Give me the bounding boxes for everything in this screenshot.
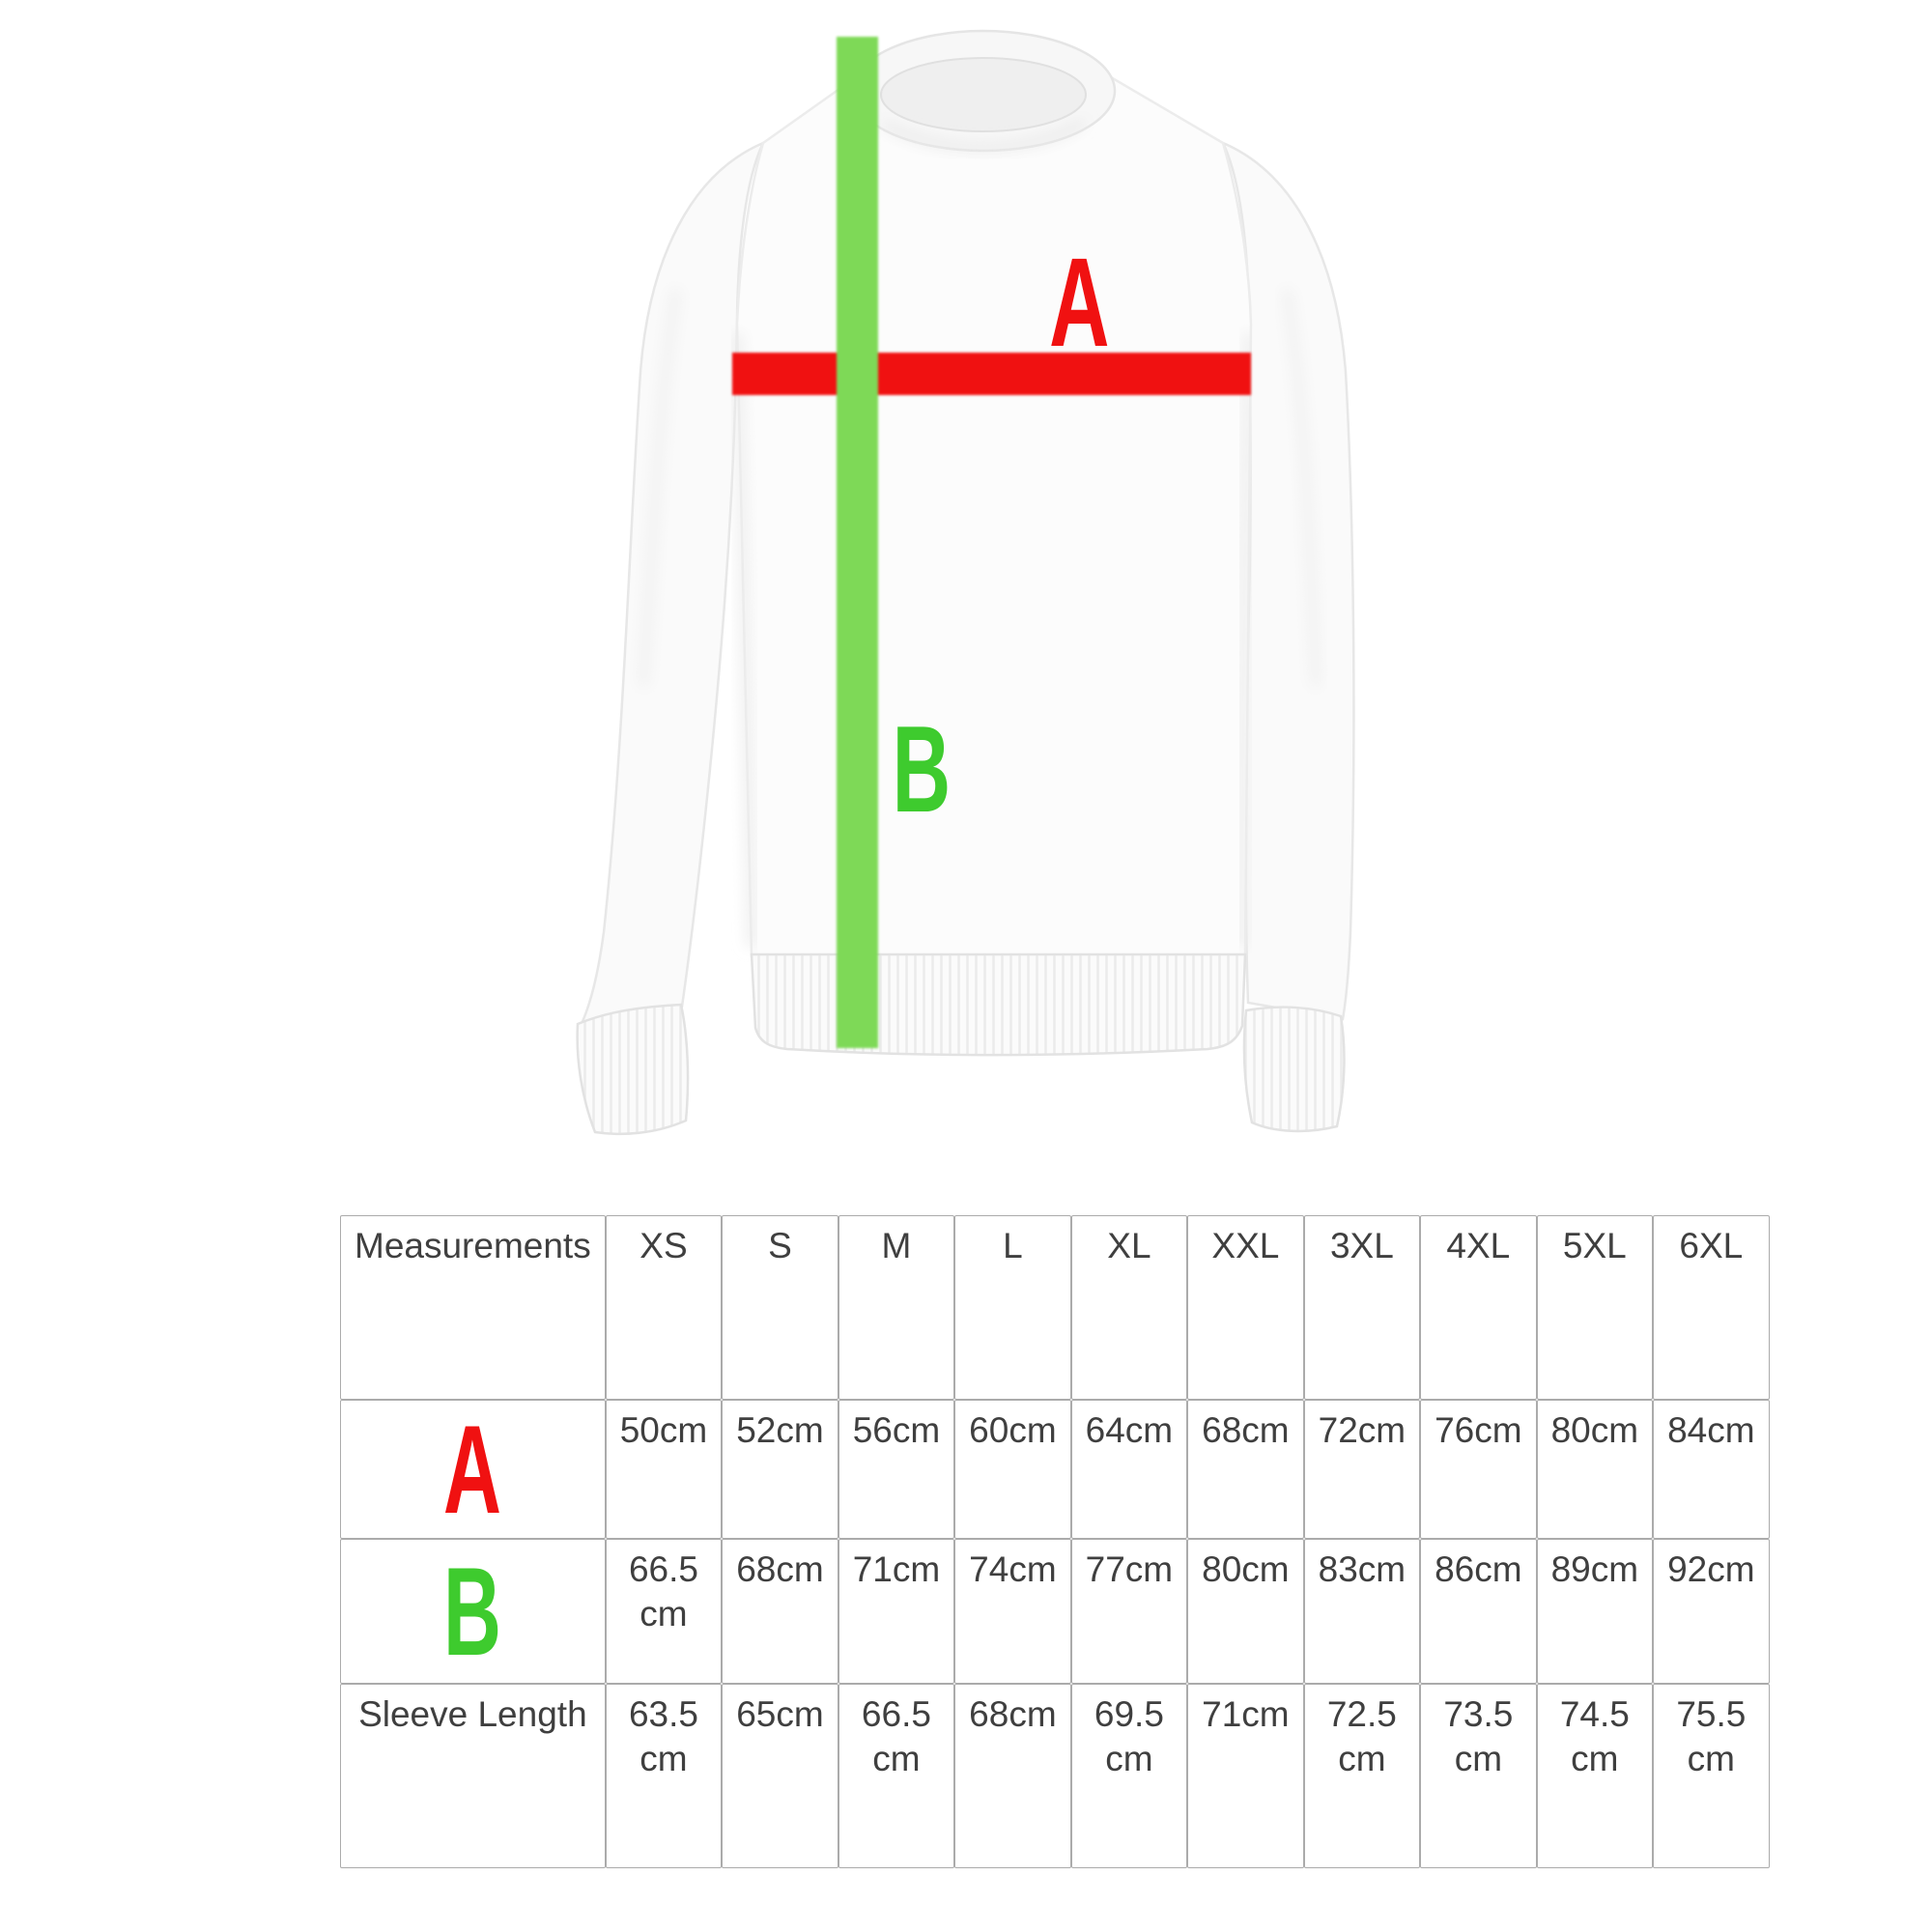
size-chart-cell: 69.5 cm	[1070, 1684, 1188, 1868]
size-chart-cell: 84cm	[1653, 1400, 1770, 1539]
collar-inner	[880, 57, 1087, 132]
size-chart-cell: 71cm	[838, 1539, 955, 1684]
size-chart-cell: 63.5 cm	[605, 1684, 723, 1868]
size-chart-cell: 66.5 cm	[605, 1539, 723, 1684]
size-chart-cell: 92cm	[1653, 1539, 1770, 1684]
size-chart-cell: 56cm	[838, 1400, 955, 1539]
label-a-on-shirt: A	[1007, 239, 1151, 365]
chest-measure-bar	[732, 353, 1251, 395]
size-col-header: M	[838, 1215, 955, 1400]
size-col-header: L	[954, 1215, 1071, 1400]
shading-left-seam	[732, 332, 756, 948]
size-chart-cell: 65cm	[722, 1684, 838, 1868]
collar-shadow	[882, 118, 1087, 153]
waistband	[750, 952, 1247, 1057]
size-chart-cell: 68cm	[1187, 1400, 1304, 1539]
row-label: Sleeve Length	[340, 1684, 606, 1868]
right-cuff	[1242, 1006, 1346, 1133]
size-chart-table: Measurements XS S M L XL XXL 3XL 4XL 5XL 6XL A 50cm 5…	[340, 1215, 1770, 1868]
size-chart-cell: 80cm	[1187, 1539, 1304, 1684]
size-chart-cell: 74.5 cm	[1536, 1684, 1654, 1868]
size-col-header: S	[722, 1215, 838, 1400]
size-chart-cell: 60cm	[954, 1400, 1071, 1539]
shading-left-sleeve	[639, 289, 681, 687]
shading-right-seam	[1237, 332, 1254, 948]
label-a-text: A	[1048, 231, 1110, 373]
size-chart-cell: 86cm	[1420, 1539, 1537, 1684]
size-chart-cell: 50cm	[605, 1400, 723, 1539]
size-chart-cell: 64cm	[1070, 1400, 1188, 1539]
size-chart-cell: 80cm	[1536, 1400, 1654, 1539]
row-label-text: A	[443, 1399, 502, 1540]
size-col-header: 3XL	[1303, 1215, 1421, 1400]
label-b-text: B	[892, 700, 952, 838]
size-col-header: 4XL	[1420, 1215, 1537, 1400]
label-b-on-shirt: B	[849, 708, 994, 831]
size-col-header: 5XL	[1536, 1215, 1654, 1400]
size-chart-cell: 68cm	[722, 1539, 838, 1684]
size-chart-row: A 50cm 52cm 56cm 60cm 64cm 68cm 72cm 76cm 80cm 84c…	[340, 1400, 1770, 1539]
size-chart-cell: 71cm	[1187, 1684, 1304, 1868]
size-chart-cell: 83cm	[1303, 1539, 1421, 1684]
sweatshirt-body	[735, 58, 1253, 958]
size-chart-cell: 89cm	[1536, 1539, 1654, 1684]
size-chart-cell: 72cm	[1303, 1400, 1421, 1539]
size-chart-cell: 75.5 cm	[1653, 1684, 1770, 1868]
size-col-header: XXL	[1187, 1215, 1304, 1400]
size-chart-cell: 68cm	[954, 1684, 1071, 1868]
size-chart-cell: 73.5 cm	[1420, 1684, 1537, 1868]
size-chart-header-row: Measurements XS S M L XL XXL 3XL 4XL 5XL 6XL	[340, 1215, 1770, 1400]
row-label: B	[340, 1539, 606, 1684]
size-chart-row: B 66.5 cm 68cm 71cm 74cm 77cm 80cm 83cm 86cm 89cm…	[340, 1539, 1770, 1684]
row-label-text: B	[443, 1541, 502, 1682]
left-sleeve	[578, 140, 766, 1028]
shading-right-sleeve	[1282, 289, 1321, 687]
size-col-header: 6XL	[1653, 1215, 1770, 1400]
row-label: A	[340, 1400, 606, 1539]
length-measure-bar	[837, 37, 878, 1048]
size-chart-cell: 77cm	[1070, 1539, 1188, 1684]
size-col-header: XL	[1070, 1215, 1188, 1400]
size-chart-cell: 76cm	[1420, 1400, 1537, 1539]
size-chart-cell: 72.5 cm	[1303, 1684, 1421, 1868]
left-cuff	[576, 1003, 690, 1136]
measurements-header: Measurements	[340, 1215, 606, 1400]
size-chart-row: Sleeve Length 63.5 cm 65cm 66.5 cm 68cm 69.5 …	[340, 1684, 1770, 1868]
size-chart-cell: 52cm	[722, 1400, 838, 1539]
size-chart-cell: 74cm	[954, 1539, 1071, 1684]
size-chart-cell: 66.5 cm	[838, 1684, 955, 1868]
size-col-header: XS	[605, 1215, 723, 1400]
